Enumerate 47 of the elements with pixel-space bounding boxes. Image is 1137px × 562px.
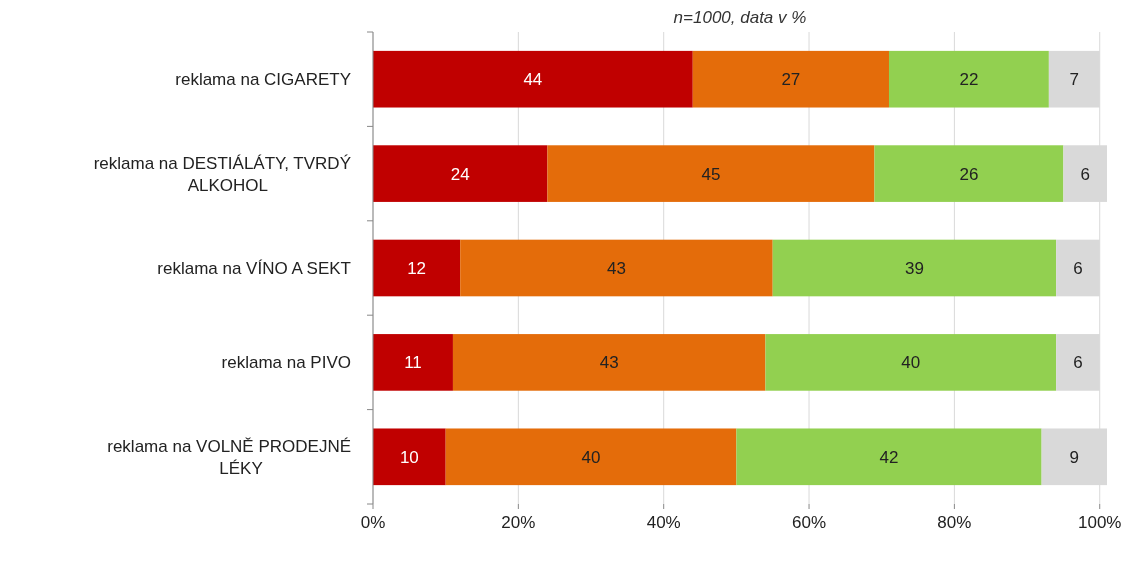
bar [765, 334, 1057, 391]
y-tick-label: reklama na VOLNĚ PRODEJNÉ LÉKY [107, 436, 351, 478]
bar [373, 428, 446, 486]
data-label: 6 [1080, 164, 1090, 184]
bar [373, 239, 461, 297]
y-tick-label: reklama na DESTIÁLÁTY, TVRDÝ ALKOHOL [93, 153, 351, 195]
bar [373, 334, 453, 391]
bar [692, 50, 889, 108]
bar [452, 334, 766, 391]
data-label: 24 [450, 164, 470, 184]
data-label: 27 [781, 70, 801, 90]
x-tick-label: 80% [937, 513, 972, 532]
x-tick-label: 100% [1077, 513, 1122, 532]
data-label: 40 [901, 353, 921, 373]
data-label: 12 [407, 258, 427, 278]
data-label: 22 [959, 70, 979, 90]
x-tick-label: 60% [792, 513, 827, 532]
bar [736, 428, 1042, 486]
y-tick-label: reklama na VÍNO A SEKT [157, 258, 351, 278]
y-tick-label: reklama na CIGARETY [175, 70, 351, 90]
y-tick-label: reklama na PIVO [221, 353, 351, 373]
data-label: 7 [1069, 70, 1080, 90]
data-label: 45 [701, 164, 721, 184]
data-label: 10 [399, 447, 419, 467]
bar [460, 239, 773, 297]
data-label: 40 [581, 447, 601, 467]
data-label: 26 [959, 164, 979, 184]
bar [373, 50, 693, 108]
chart-subtitle: n=1000, data v % [673, 8, 807, 27]
data-label: 44 [523, 70, 543, 90]
data-label: 43 [606, 258, 626, 278]
data-label: 6 [1073, 353, 1083, 373]
x-tick-label: 20% [501, 513, 536, 532]
data-label: 43 [599, 353, 619, 373]
bar [445, 428, 737, 486]
data-label: 9 [1069, 447, 1080, 467]
x-tick-label: 0% [360, 513, 386, 532]
x-tick-label: 40% [646, 513, 681, 532]
bar [874, 145, 1064, 202]
bar [373, 145, 548, 202]
bar [547, 145, 875, 202]
bar [772, 239, 1057, 297]
data-label: 11 [404, 353, 422, 373]
bar [888, 50, 1049, 108]
data-label: 39 [904, 258, 924, 278]
data-label: 42 [879, 447, 899, 467]
data-label: 6 [1073, 258, 1083, 278]
